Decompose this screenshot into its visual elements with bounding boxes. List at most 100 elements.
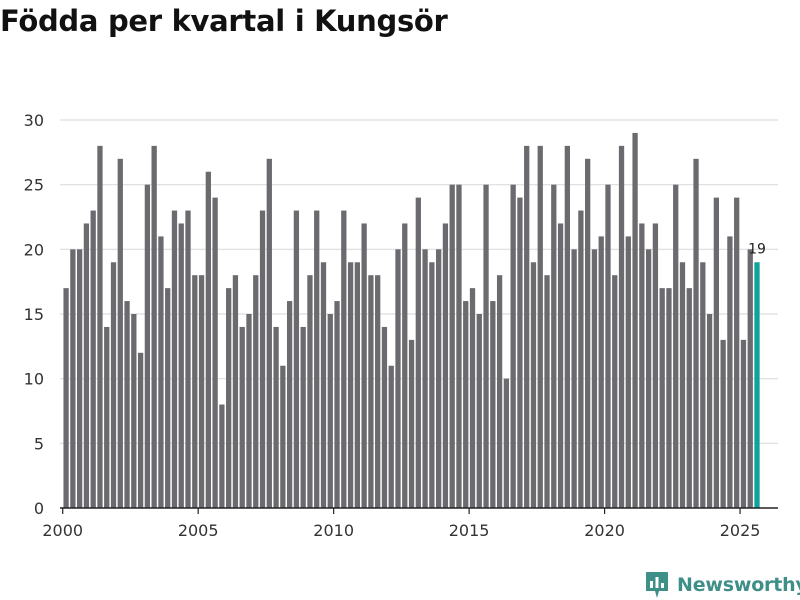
bar bbox=[293, 210, 300, 509]
bar bbox=[645, 249, 652, 509]
bar bbox=[503, 378, 510, 508]
bar bbox=[639, 223, 645, 508]
y-tick-label: 10 bbox=[24, 370, 44, 389]
bar bbox=[314, 210, 320, 509]
bar bbox=[253, 275, 259, 508]
bar bbox=[463, 301, 469, 508]
bar bbox=[144, 184, 151, 508]
bar bbox=[192, 275, 198, 508]
bar bbox=[388, 365, 394, 508]
bar bbox=[70, 249, 76, 509]
y-tick-label: 30 bbox=[24, 111, 44, 130]
bar bbox=[612, 275, 618, 508]
bar bbox=[97, 145, 103, 508]
bar bbox=[395, 249, 401, 509]
bar bbox=[273, 326, 279, 508]
bar bbox=[693, 158, 699, 509]
bar bbox=[165, 288, 171, 508]
y-tick-label: 20 bbox=[24, 240, 44, 259]
y-tick-label: 15 bbox=[24, 305, 44, 324]
bar bbox=[442, 223, 449, 508]
bar bbox=[618, 145, 625, 508]
x-tick-label: 2000 bbox=[42, 521, 83, 540]
bar bbox=[605, 184, 611, 508]
bar bbox=[178, 223, 184, 508]
bar bbox=[77, 249, 83, 509]
bar bbox=[232, 275, 239, 508]
x-tick-label: 2015 bbox=[449, 521, 490, 540]
bar bbox=[510, 184, 516, 508]
bar-chart-logo-icon bbox=[646, 572, 668, 598]
bar bbox=[117, 158, 123, 509]
bar bbox=[381, 326, 388, 508]
x-tick-label: 2005 bbox=[178, 521, 219, 540]
bar bbox=[158, 236, 164, 508]
bar bbox=[673, 184, 679, 508]
y-tick-label: 25 bbox=[24, 176, 44, 195]
bar bbox=[341, 210, 347, 509]
bar bbox=[557, 223, 564, 508]
bar bbox=[530, 262, 537, 508]
bar bbox=[517, 197, 523, 508]
bar bbox=[483, 184, 489, 508]
bar bbox=[449, 184, 455, 508]
bars bbox=[63, 132, 760, 509]
bar bbox=[456, 184, 462, 508]
bar bbox=[578, 210, 584, 509]
bar bbox=[368, 275, 374, 508]
bar bbox=[205, 171, 211, 508]
bar bbox=[246, 314, 252, 508]
bar bbox=[686, 288, 692, 508]
bar bbox=[476, 314, 482, 508]
bar bbox=[408, 339, 415, 508]
bar bbox=[327, 314, 333, 508]
bar bbox=[436, 249, 442, 509]
bar bbox=[585, 158, 591, 509]
bar bbox=[131, 314, 137, 508]
bar bbox=[496, 275, 503, 508]
bar bbox=[137, 352, 144, 508]
bar bbox=[334, 301, 340, 508]
x-tick-label: 2020 bbox=[584, 521, 625, 540]
bar bbox=[415, 197, 421, 508]
bar bbox=[727, 236, 733, 508]
bar bbox=[551, 184, 557, 508]
bar bbox=[740, 339, 747, 508]
bar bbox=[171, 210, 178, 509]
x-tick-label: 2010 bbox=[313, 521, 354, 540]
bar bbox=[63, 288, 69, 508]
chart-title: Födda per kvartal i Kungsör bbox=[0, 4, 448, 38]
bar bbox=[259, 210, 266, 509]
bar bbox=[537, 145, 543, 508]
bar bbox=[564, 145, 570, 508]
bar bbox=[347, 262, 354, 508]
newsworthy-logo[interactable]: Newsworthy bbox=[645, 571, 800, 599]
bar bbox=[375, 275, 381, 508]
bar bbox=[361, 223, 367, 508]
bar bbox=[652, 223, 659, 508]
bar bbox=[266, 158, 272, 509]
bar bbox=[110, 262, 117, 508]
bar bbox=[124, 301, 130, 508]
bar bbox=[198, 275, 205, 508]
bar bbox=[598, 236, 604, 508]
y-tick-label: 5 bbox=[34, 434, 44, 453]
bar bbox=[219, 404, 225, 508]
bar bbox=[524, 145, 530, 508]
bar bbox=[666, 288, 672, 508]
bar bbox=[151, 145, 157, 508]
bar bbox=[286, 301, 293, 508]
bar-latest bbox=[754, 262, 760, 508]
bar bbox=[226, 288, 232, 508]
bar bbox=[429, 262, 435, 508]
bar bbox=[679, 262, 686, 508]
bar bbox=[354, 262, 361, 508]
bar bbox=[280, 365, 286, 508]
bar bbox=[83, 223, 90, 508]
bar bbox=[185, 210, 191, 509]
bar bbox=[544, 275, 550, 508]
bar bbox=[720, 339, 726, 508]
y-axis-labels: 0 5 10 15 20 25 30 bbox=[24, 111, 44, 518]
bar bbox=[659, 288, 665, 508]
